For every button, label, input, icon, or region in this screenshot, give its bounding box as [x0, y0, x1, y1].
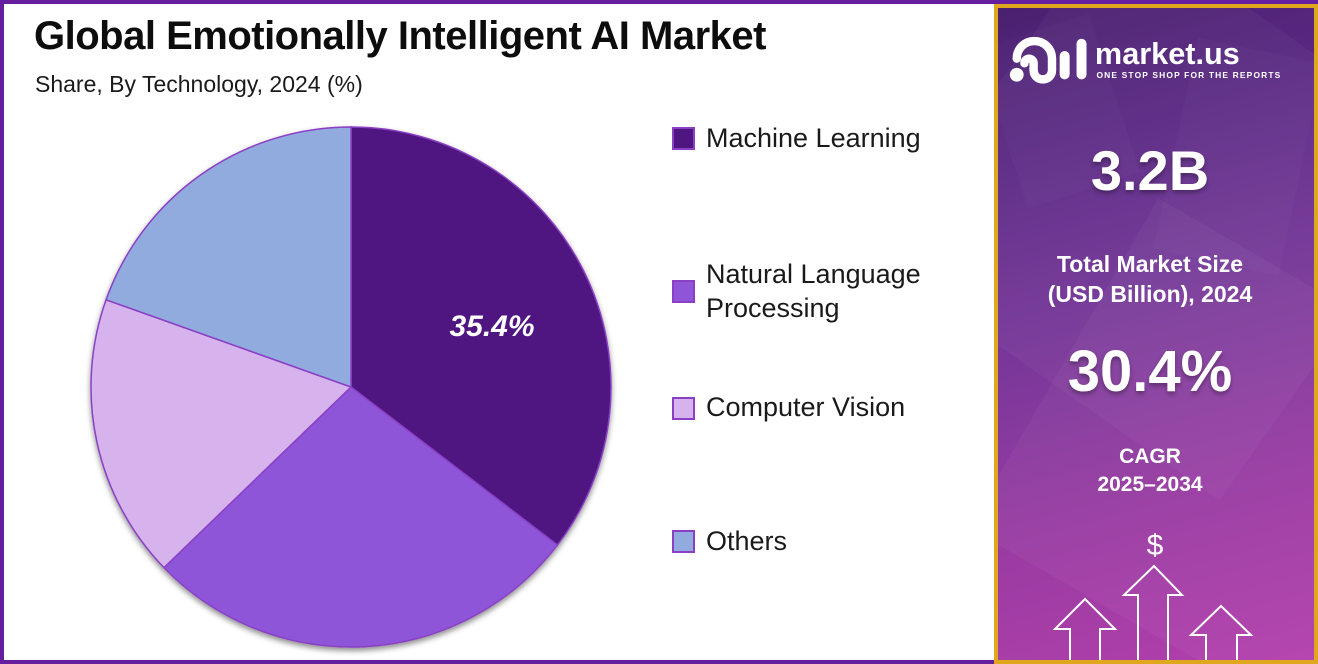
- svg-text:market.us: market.us: [1095, 37, 1240, 71]
- svg-text:$: $: [1147, 529, 1164, 562]
- svg-text:35.4%: 35.4%: [449, 310, 534, 343]
- svg-text:ONE STOP SHOP FOR THE REPORTS: ONE STOP SHOP FOR THE REPORTS: [1096, 70, 1281, 80]
